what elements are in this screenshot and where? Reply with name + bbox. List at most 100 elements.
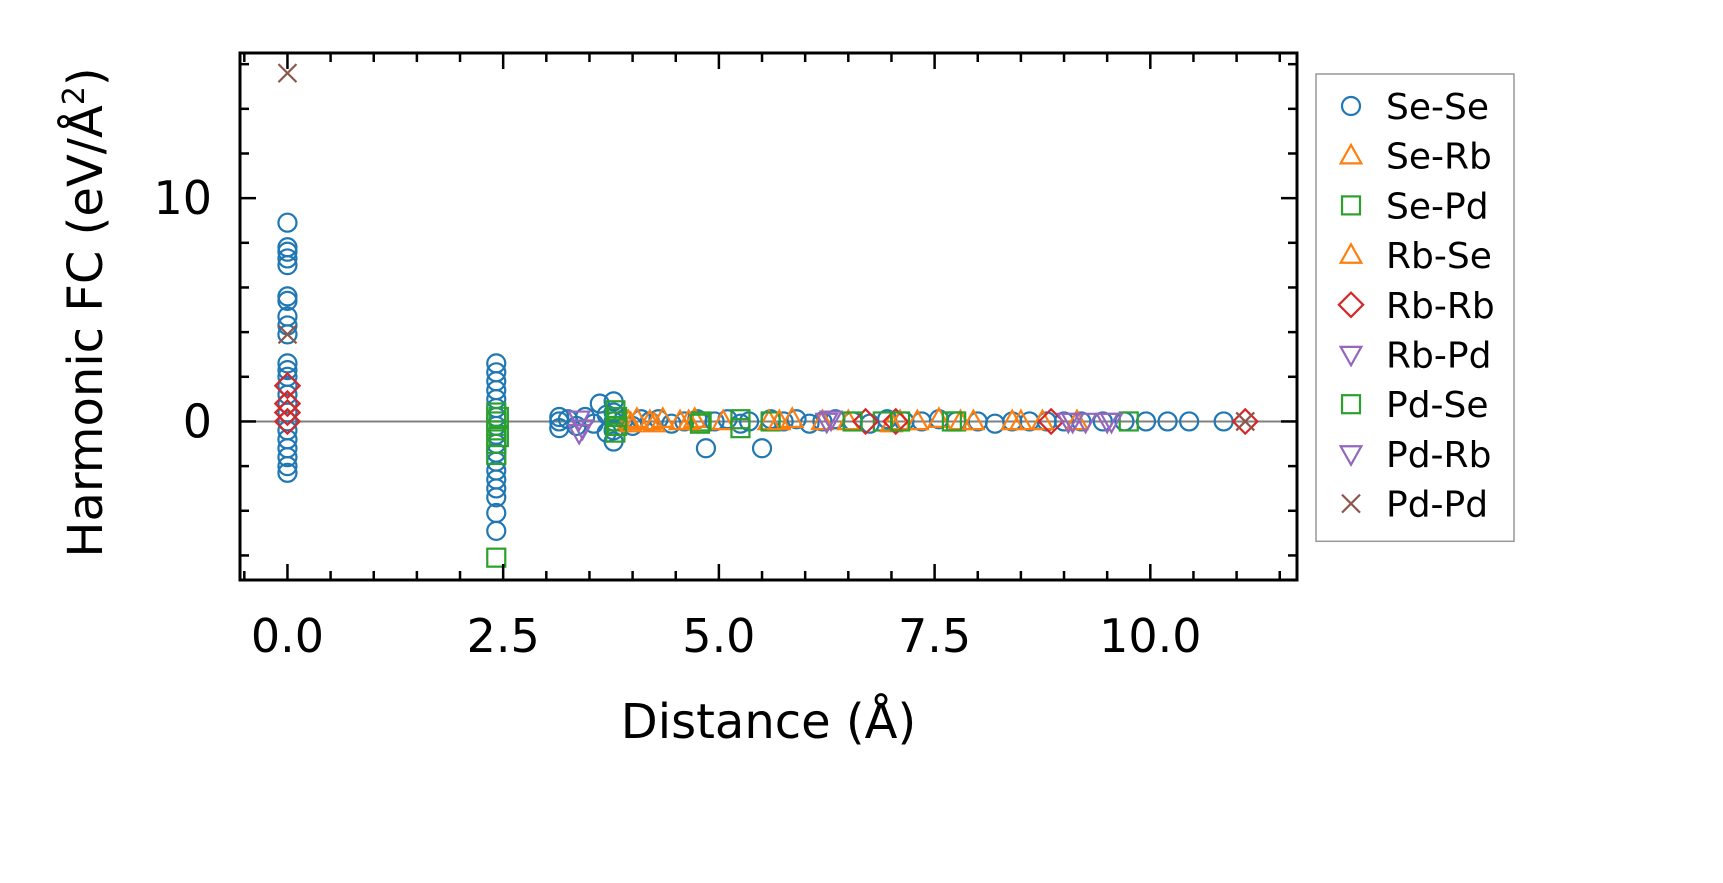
x-tick-label: 10.0 [1099, 609, 1201, 663]
data-point [570, 419, 595, 442]
data-point [641, 410, 667, 433]
data-point [1071, 411, 1092, 432]
data-point [926, 406, 952, 428]
data-point [1179, 411, 1200, 432]
data-point [277, 255, 298, 276]
data-point [1030, 408, 1055, 431]
data-point [814, 412, 839, 435]
data-point [1092, 411, 1113, 432]
legend-entry: Se-Se [1340, 87, 1489, 128]
series-se-se [277, 212, 1234, 541]
legend-marker [1338, 242, 1364, 264]
y-tick-label: 0 [183, 394, 212, 448]
data-point [277, 324, 298, 345]
data-point [691, 411, 712, 432]
data-point-stroke-b [277, 324, 298, 345]
legend-label: Rb-Pd [1386, 336, 1491, 377]
legend-entry: Rb-Pd [1338, 336, 1491, 377]
data-point [780, 406, 805, 428]
legend-label: Se-Se [1386, 87, 1489, 128]
data-point [730, 418, 751, 439]
legend-marker [1338, 345, 1364, 368]
data-point [889, 411, 911, 432]
legend-label: Rb-Se [1386, 236, 1492, 277]
data-point [486, 487, 507, 508]
y-axis-label-close: ) [58, 67, 114, 86]
data-point [273, 389, 302, 418]
plot-frame [238, 51, 1299, 582]
legend-label: Pd-Pd [1386, 485, 1488, 526]
data-point [486, 420, 507, 441]
legend-marker [1340, 394, 1362, 415]
data-point [961, 408, 986, 431]
data-point [486, 433, 507, 454]
data-point [710, 408, 736, 431]
data-point [1099, 412, 1124, 435]
data-point [606, 415, 628, 437]
plot-area [240, 63, 1297, 568]
data-point [273, 398, 302, 427]
x-axis-label: Distance (Å) [621, 693, 916, 750]
data-point [1008, 408, 1034, 431]
data-point [882, 407, 910, 436]
data-point [277, 212, 298, 233]
axes: 0.0 2.5 5.0 7.5 10.0 0 10 [153, 51, 1299, 663]
legend-marker [1341, 493, 1361, 514]
series-rb-se [618, 408, 1034, 433]
legend-entry: Se-Rb [1338, 137, 1492, 178]
data-point [624, 406, 650, 428]
data-point [1073, 412, 1098, 435]
data-point [1157, 411, 1178, 432]
legend-marker [1340, 195, 1362, 216]
series-pd-rb [570, 410, 1124, 442]
data-point [842, 411, 863, 432]
y-tick-label: 10 [153, 171, 212, 225]
data-point [905, 408, 930, 431]
x-tick-label: 7.5 [898, 609, 971, 663]
data-point [767, 408, 792, 431]
data-point [695, 438, 717, 459]
legend-label: Se-Pd [1386, 186, 1489, 227]
legend-entry: Pd-Pd [1341, 485, 1488, 526]
data-point [676, 408, 701, 431]
legend-marker [1338, 445, 1364, 467]
legend-entry: Se-Pd [1340, 186, 1489, 227]
legend-marker [1340, 95, 1362, 117]
data-point [1060, 412, 1085, 435]
data-point [488, 406, 509, 428]
series-pd-pd [277, 63, 1256, 432]
legend: Se-Se Se-Rb Se-Pd Rb-Se Rb-Rb Rb-Pd Pd-Se Pd-Rb… [1315, 73, 1515, 543]
data-point [760, 411, 781, 432]
data-point [486, 547, 507, 568]
data-point [277, 248, 298, 269]
legend-label: Pd-Rb [1386, 435, 1491, 476]
data-point [1064, 408, 1090, 431]
data-point [637, 408, 663, 431]
legend-marker [1338, 142, 1364, 165]
data-point [273, 372, 302, 400]
data-point [277, 462, 298, 483]
data-point [605, 411, 626, 432]
data-point [682, 406, 707, 428]
x-tick-label: 5.0 [682, 609, 755, 663]
legend-marker-stroke-b [1341, 493, 1361, 514]
legend-marker [1337, 291, 1365, 319]
legend-entry: Rb-Rb [1337, 286, 1495, 327]
data-point [277, 324, 298, 345]
data-point [851, 407, 880, 436]
data-point-stroke-b [1235, 411, 1256, 432]
data-point [689, 413, 711, 434]
x-tick-label: 0.0 [251, 609, 324, 663]
data-point [273, 407, 302, 436]
legend-label: Se-Rb [1386, 137, 1492, 178]
data-point [1231, 407, 1259, 436]
series-pd-se [488, 406, 962, 448]
data-point [1118, 411, 1139, 432]
series-se-pd [486, 400, 1139, 568]
data-point [277, 456, 298, 477]
data-point [277, 241, 298, 262]
data-point [810, 408, 835, 431]
data-point [941, 411, 962, 432]
legend-label: Pd-Se [1386, 385, 1489, 426]
legend-label: Rb-Rb [1386, 286, 1495, 327]
